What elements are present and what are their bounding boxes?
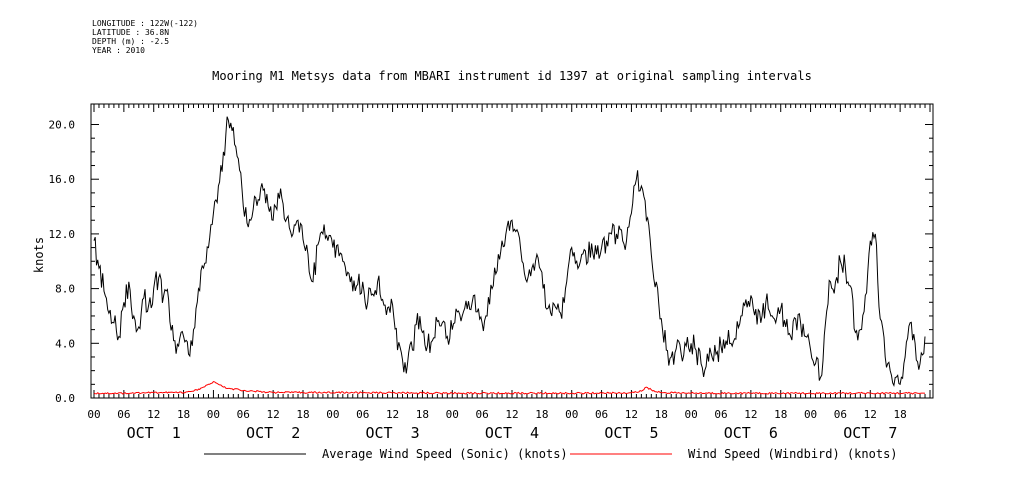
x-day-label: OCT 6 [724, 424, 778, 442]
x-hour-label: 18 [655, 408, 668, 421]
latitude-label: LATITUDE : 36.8N [92, 28, 170, 37]
x-hour-label: 00 [446, 408, 459, 421]
x-day-label: OCT 7 [843, 424, 897, 442]
year-label: YEAR : 2010 [92, 46, 145, 55]
x-hour-label: 12 [744, 408, 757, 421]
x-hour-label: 18 [416, 408, 429, 421]
axes-group: 0.0 4.0 8.0 12.0 16.0 20.0 00 06 12 18 00 06 12 18 00 0… [49, 104, 933, 442]
x-hour-label: 00 [685, 408, 698, 421]
legend: Average Wind Speed (Sonic) (knots) Wind … [204, 447, 898, 461]
y-tick-label: 8.0 [55, 283, 75, 296]
x-day-label: OCT 3 [365, 424, 419, 442]
plot-frame [90, 103, 934, 399]
series-layer [93, 116, 926, 395]
x-hour-label: 06 [117, 408, 130, 421]
series-line-sonic [93, 116, 926, 388]
x-day-label: OCT 4 [485, 424, 539, 442]
legend-label-windbird: Wind Speed (Windbird) (knots) [688, 447, 898, 461]
x-hour-label: 06 [595, 408, 608, 421]
x-day-label: OCT 5 [604, 424, 658, 442]
y-tick-label: 20.0 [49, 119, 76, 132]
x-hour-label: 18 [774, 408, 787, 421]
x-hour-label: 12 [864, 408, 877, 421]
x-hour-label: 06 [237, 408, 250, 421]
x-hour-label: 12 [625, 408, 638, 421]
legend-label-sonic: Average Wind Speed (Sonic) (knots) [322, 447, 568, 461]
x-hour-label: 12 [147, 408, 160, 421]
x-hour-label: 06 [356, 408, 369, 421]
x-hour-label: 18 [296, 408, 309, 421]
y-tick-label: 4.0 [55, 337, 75, 350]
chart-title: Mooring M1 Metsys data from MBARI instru… [212, 69, 812, 83]
x-hour-label: 00 [87, 408, 100, 421]
x-hour-label: 00 [207, 408, 220, 421]
x-hour-label: 18 [894, 408, 907, 421]
x-day-label: OCT 2 [246, 424, 300, 442]
x-hour-label: 06 [714, 408, 727, 421]
x-hour-label: 12 [386, 408, 399, 421]
x-hour-label: 18 [177, 408, 190, 421]
x-hour-label: 00 [565, 408, 578, 421]
y-tick-label: 16.0 [49, 173, 76, 186]
x-hour-label: 00 [326, 408, 339, 421]
depth-label: DEPTH (m) : -2.5 [92, 37, 170, 46]
y-tick-label: 12.0 [49, 228, 76, 241]
x-hour-label: 12 [505, 408, 518, 421]
x-day-label: OCT 1 [127, 424, 181, 442]
series-line-windbird [93, 381, 926, 395]
longitude-label: LONGITUDE : 122W(-122) [92, 19, 198, 28]
x-hour-label: 06 [834, 408, 847, 421]
x-hour-label: 06 [476, 408, 489, 421]
y-axis-label: knots [32, 237, 46, 273]
x-hour-label: 12 [267, 408, 280, 421]
x-hour-label: 00 [804, 408, 817, 421]
x-hour-label: 18 [535, 408, 548, 421]
y-tick-label: 0.0 [55, 392, 75, 405]
